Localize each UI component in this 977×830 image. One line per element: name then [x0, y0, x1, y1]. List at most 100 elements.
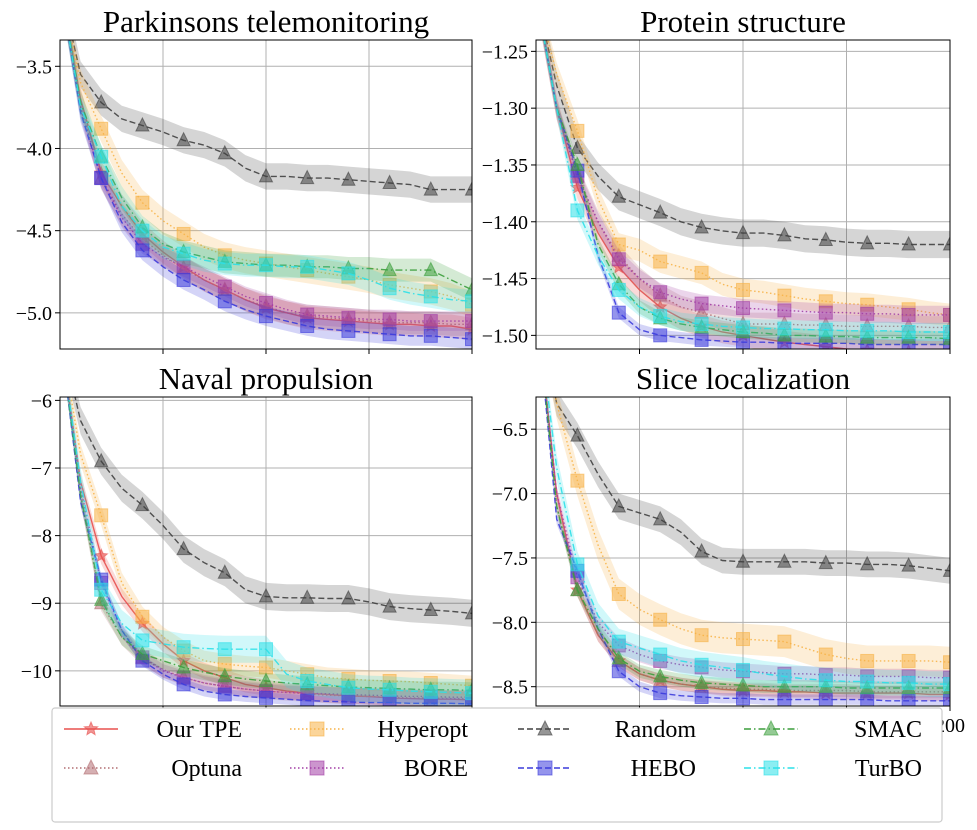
- marker-hebo: [818, 692, 833, 706]
- legend-marker: [83, 758, 99, 775]
- marker-turbo: [818, 322, 833, 337]
- marker-turbo: [943, 677, 950, 692]
- marker-hyperopt: [736, 632, 750, 647]
- subplot-title: Naval propulsion: [159, 361, 374, 396]
- marker-turbo: [570, 557, 585, 572]
- marker-random: [818, 554, 834, 570]
- marker-random: [942, 562, 950, 577]
- marker-hebo: [423, 328, 438, 343]
- marker-random: [299, 169, 315, 185]
- marker-random: [176, 540, 191, 556]
- marker-turbo: [570, 203, 585, 218]
- legend-label: HEBO: [631, 756, 696, 782]
- marker-turbo: [736, 320, 750, 335]
- marker-turbo: [135, 633, 150, 648]
- marker-hebo: [653, 328, 668, 343]
- marker-hyperopt: [777, 288, 792, 303]
- marker-random: [611, 497, 627, 513]
- y-tick-label: −4.0: [16, 138, 52, 160]
- y-tick-label: −1.40: [482, 212, 528, 234]
- marker-turbo: [259, 258, 273, 273]
- legend-label: Optuna: [171, 756, 242, 782]
- marker-random: [464, 180, 472, 196]
- marker-random: [652, 510, 668, 526]
- legend-label: BORE: [404, 756, 468, 782]
- legend-marker: [309, 721, 325, 737]
- marker-turbo: [611, 282, 626, 297]
- marker-hyperopt: [943, 655, 950, 670]
- marker-our-tpe: [93, 548, 109, 563]
- marker-hebo: [300, 318, 315, 333]
- marker-hyperopt: [465, 678, 472, 693]
- marker-random: [299, 589, 315, 604]
- series-group: [542, 40, 950, 349]
- marker-turbo: [94, 149, 109, 164]
- marker-hyperopt: [777, 634, 792, 649]
- y-tick-label: −7: [31, 458, 52, 480]
- legend-marker: [763, 719, 779, 736]
- y-tick-label: −3.5: [16, 56, 52, 78]
- marker-random: [694, 542, 709, 558]
- marker-turbo: [217, 256, 232, 271]
- marker-bore: [217, 279, 232, 294]
- y-tick-label: −8.0: [492, 612, 528, 634]
- marker-random: [135, 116, 150, 132]
- marker-smac: [652, 667, 668, 683]
- marker-random: [859, 555, 875, 571]
- series-group: [544, 397, 950, 706]
- legend-label: Our TPE: [156, 717, 242, 743]
- marker-hebo: [736, 691, 750, 706]
- legend-label: Random: [615, 717, 697, 743]
- legend-entry-hebo: HEBO: [518, 756, 696, 782]
- marker-turbo: [217, 642, 232, 657]
- y-tick-label: −10: [21, 661, 52, 683]
- marker-turbo: [341, 266, 356, 281]
- marker-bore: [943, 307, 950, 322]
- band-bore: [67, 40, 472, 331]
- marker-hebo: [611, 305, 626, 320]
- legend-entry-our-tpe: Our TPE: [64, 717, 242, 743]
- legend: Our TPE Optuna Hyperopt BORE Random HEBO SMAC T…: [51, 707, 943, 823]
- marker-bore: [818, 305, 833, 320]
- marker-turbo: [901, 675, 916, 690]
- marker-random: [859, 234, 875, 250]
- series-group: [67, 397, 472, 706]
- band-hyperopt: [552, 397, 950, 678]
- marker-hebo: [465, 696, 472, 706]
- marker-hyperopt: [176, 226, 191, 241]
- marker-hebo: [653, 686, 668, 701]
- subplot-title: Slice localization: [636, 361, 851, 396]
- marker-hebo: [341, 694, 356, 706]
- marker-turbo: [423, 289, 438, 304]
- marker-random: [382, 597, 397, 613]
- legend-marker: [309, 760, 325, 776]
- marker-turbo: [465, 686, 472, 701]
- y-tick-label: −9: [31, 593, 52, 615]
- marker-random: [777, 226, 792, 242]
- marker-turbo: [300, 673, 315, 688]
- marker-random: [901, 235, 916, 251]
- marker-turbo: [860, 323, 875, 338]
- marker-hyperopt: [94, 508, 109, 523]
- marker-turbo: [736, 662, 750, 677]
- y-tick-label: −6: [31, 390, 52, 412]
- marker-smac: [464, 281, 472, 296]
- marker-smac: [93, 591, 109, 606]
- marker-bore: [611, 252, 626, 267]
- marker-smac: [258, 672, 274, 687]
- y-tick-label: −6.5: [492, 419, 528, 441]
- marker-hebo: [901, 693, 916, 706]
- marker-turbo: [300, 259, 315, 274]
- marker-smac: [694, 674, 709, 689]
- marker-hebo: [694, 332, 709, 347]
- marker-bore: [382, 312, 397, 327]
- marker-smac: [176, 658, 191, 674]
- line-optuna: [543, 40, 950, 329]
- band-hebo: [67, 40, 472, 349]
- band-smac: [67, 40, 472, 302]
- y-tick-label: −1.35: [482, 155, 528, 177]
- marker-turbo: [382, 281, 397, 296]
- legend-entry-optuna: Optuna: [64, 756, 242, 782]
- marker-random: [176, 131, 191, 147]
